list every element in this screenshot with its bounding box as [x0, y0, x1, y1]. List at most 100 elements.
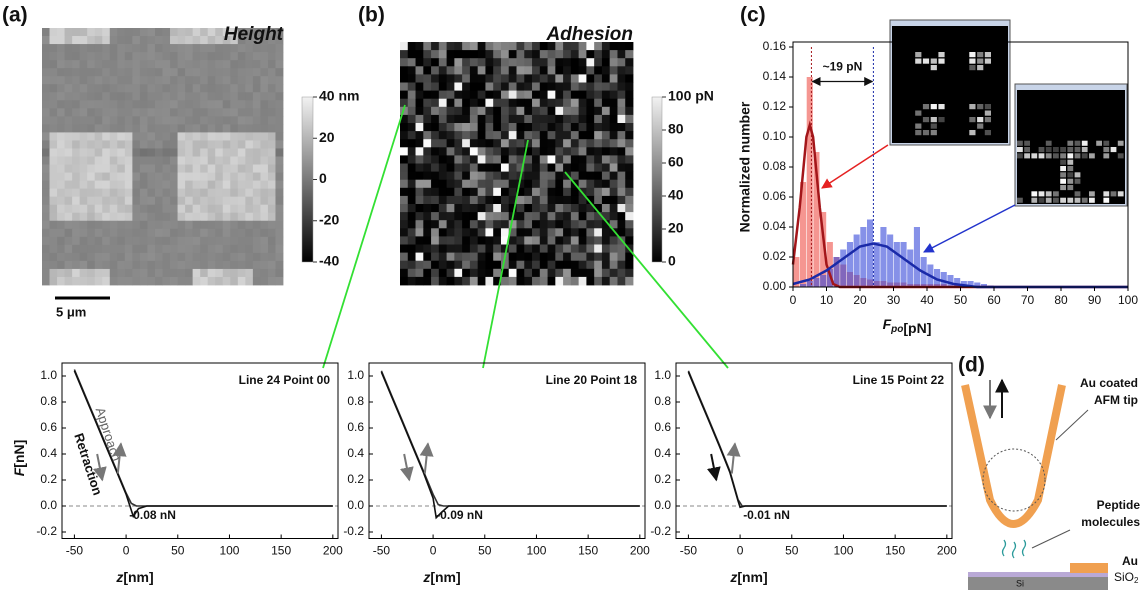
map-pixel	[400, 58, 409, 67]
map-pixel	[415, 179, 424, 189]
map-pixel	[625, 131, 634, 140]
map-pixel	[124, 108, 133, 117]
inset-pixel	[1060, 185, 1066, 191]
axis-label: Fpo[pN]	[883, 316, 932, 336]
map-pixel	[215, 60, 224, 69]
map-pixel	[79, 60, 88, 69]
map-pixel	[400, 66, 409, 75]
map-pixel	[64, 172, 73, 181]
map-pixel	[215, 164, 224, 173]
map-pixel	[124, 44, 133, 53]
map-pixel	[516, 98, 525, 108]
map-pixel	[72, 164, 81, 173]
map-pixel	[609, 195, 618, 205]
map-pixel	[493, 236, 502, 245]
map-pixel	[102, 236, 111, 246]
map-pixel	[477, 131, 486, 140]
map-pixel	[431, 228, 440, 237]
map-pixel	[415, 268, 424, 278]
inset-pixel	[1060, 178, 1066, 184]
map-pixel	[578, 42, 587, 51]
map-pixel	[415, 98, 424, 108]
map-pixel	[423, 114, 432, 124]
map-pixel	[192, 220, 201, 230]
map-pixel	[431, 260, 440, 270]
map-pixel	[230, 124, 239, 133]
map-pixel	[601, 131, 611, 140]
map-pixel	[49, 268, 58, 278]
map-pixel	[94, 124, 103, 133]
map-pixel	[57, 204, 65, 214]
map-pixel	[64, 84, 73, 93]
map-pixel	[400, 204, 409, 213]
map-title: Height	[224, 24, 284, 45]
map-pixel	[162, 100, 171, 109]
map-pixel	[423, 106, 432, 116]
map-pixel	[192, 172, 201, 181]
map-pixel	[49, 84, 58, 93]
map-pixel	[260, 36, 269, 45]
map-pixel	[170, 108, 178, 117]
map-pixel	[170, 172, 178, 181]
axis-unit: [nm]	[737, 569, 767, 585]
map-pixel	[230, 60, 239, 69]
map-pixel	[446, 236, 455, 245]
map-pixel	[87, 108, 96, 117]
hist-bar	[800, 182, 807, 287]
map-pixel	[154, 124, 163, 133]
map-pixel	[578, 220, 587, 229]
map-pixel	[252, 60, 261, 69]
map-pixel	[162, 60, 171, 69]
map-pixel	[49, 180, 58, 190]
inset-pixel	[984, 58, 991, 64]
map-pixel	[154, 196, 163, 206]
colorbar-label: -20	[319, 211, 339, 227]
map-pixel	[524, 252, 533, 262]
map-pixel	[57, 156, 65, 165]
map-pixel	[177, 260, 186, 270]
map-pixel	[462, 179, 471, 189]
map-pixel	[578, 212, 587, 221]
map-pixel	[462, 187, 471, 197]
map-pixel	[72, 116, 81, 125]
map-pixel	[275, 220, 284, 230]
map-pixel	[192, 204, 201, 214]
map-pixel	[49, 140, 58, 149]
map-pixel	[57, 76, 65, 85]
map-pixel	[477, 58, 486, 67]
map-pixel	[57, 244, 65, 254]
map-pixel	[267, 276, 276, 286]
map-pixel	[532, 228, 541, 237]
map-pixel	[245, 124, 254, 133]
map-pixel	[252, 172, 261, 181]
map-pixel	[49, 172, 58, 181]
map-pixel	[57, 28, 65, 37]
map-pixel	[245, 220, 254, 230]
map-pixel	[102, 140, 111, 149]
hist-bar	[907, 249, 914, 287]
map-pixel	[64, 188, 73, 198]
map-pixel	[609, 244, 618, 253]
map-pixel	[462, 90, 471, 100]
map-pixel	[493, 123, 502, 132]
map-pixel	[222, 260, 231, 270]
inset-pixel	[930, 65, 937, 71]
map-pixel	[57, 92, 65, 101]
map-pixel	[147, 84, 156, 93]
map-pixel	[423, 163, 432, 172]
map-pixel	[94, 196, 103, 206]
map-pixel	[578, 139, 587, 148]
map-pixel	[586, 195, 595, 205]
map-pixel	[162, 36, 171, 45]
map-pixel	[72, 92, 81, 101]
map-pixel	[49, 76, 58, 85]
map-pixel	[415, 212, 424, 221]
map-pixel	[170, 180, 178, 190]
map-pixel	[438, 228, 447, 237]
map-pixel	[64, 244, 73, 254]
map-pixel	[139, 188, 148, 198]
map-pixel	[493, 155, 502, 164]
map-pixel	[609, 123, 618, 132]
map-pixel	[57, 132, 65, 141]
map-pixel	[586, 244, 595, 253]
